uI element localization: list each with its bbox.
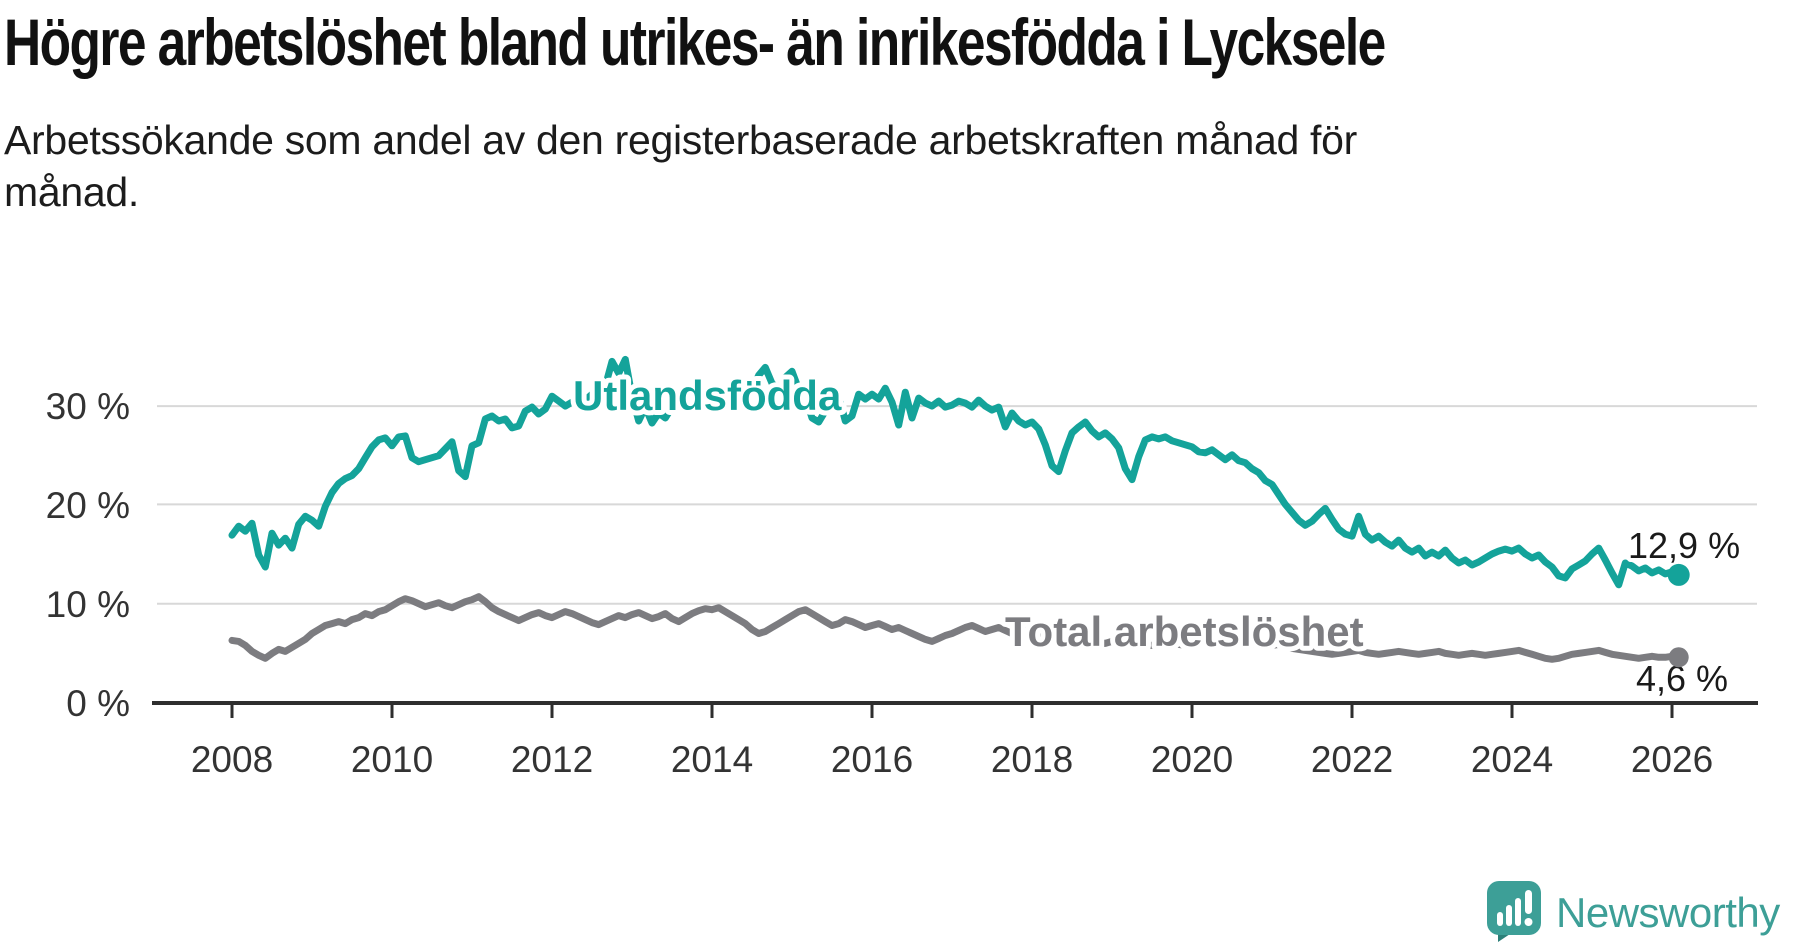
newsworthy-logo-text: Newsworthy bbox=[1556, 889, 1780, 936]
x-tick-label: 2012 bbox=[511, 739, 593, 780]
page-title-text: Högre arbetslöshet bland utrikes- än inr… bbox=[4, 5, 1386, 79]
x-tick-label: 2022 bbox=[1311, 739, 1393, 780]
newsworthy-logo: Newsworthy bbox=[1486, 878, 1796, 948]
chart-subtitle: Arbetssökande som andel av den registerb… bbox=[4, 114, 1357, 218]
x-tick-label: 2008 bbox=[191, 739, 273, 780]
utlandsfodda-line bbox=[228, 355, 1683, 589]
y-tick-label: 0 % bbox=[66, 683, 130, 724]
y-tick-label: 10 % bbox=[46, 584, 130, 625]
series-label-utlandsfodda: Utlandsfödda bbox=[573, 372, 842, 419]
series-label-total-arbetsloshet: Total arbetslöshet bbox=[1005, 608, 1364, 655]
total-arbetsloshet-line bbox=[228, 593, 1683, 663]
x-tick-label: 2016 bbox=[831, 739, 913, 780]
x-tick-label: 2010 bbox=[351, 739, 433, 780]
x-tick-label: 2014 bbox=[671, 739, 753, 780]
newsworthy-logo-icon bbox=[1487, 881, 1541, 942]
x-tick-label: 2020 bbox=[1151, 739, 1233, 780]
chart-subtitle-line2: månad. bbox=[4, 169, 139, 216]
y-tick-label: 30 % bbox=[46, 386, 130, 427]
y-tick-label: 20 % bbox=[46, 485, 130, 526]
page-title: Högre arbetslöshet bland utrikes- än inr… bbox=[4, 4, 1774, 80]
chart-subtitle-line1: Arbetssökande som andel av den registerb… bbox=[4, 117, 1358, 163]
x-tick-label: 2026 bbox=[1631, 739, 1713, 780]
total-arbetsloshet-end-dot bbox=[1668, 647, 1689, 668]
x-tick-label: 2018 bbox=[991, 739, 1073, 780]
x-tick-label: 2024 bbox=[1471, 739, 1553, 780]
end-value-label-utlandsfodda: 12,9 % bbox=[1628, 525, 1740, 566]
utlandsfodda-end-dot bbox=[1667, 563, 1690, 586]
